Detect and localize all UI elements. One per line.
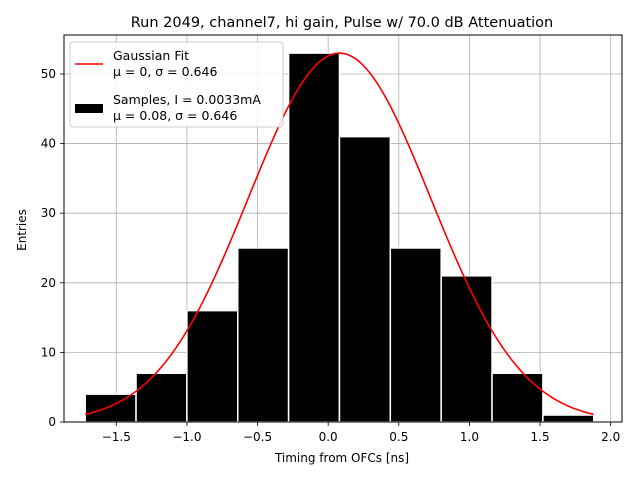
chart-title: Run 2049, channel7, hi gain, Pulse w/ 70…: [131, 15, 554, 31]
histogram-bar: [84, 393, 137, 423]
x-tick-label: 1.0: [460, 430, 479, 444]
x-tick-label: −1.0: [172, 430, 201, 444]
x-tick-label: −1.5: [102, 430, 131, 444]
x-tick-label: 2.0: [601, 430, 620, 444]
x-axis-label: Timing from OFCs [ns]: [274, 451, 409, 465]
histogram-bar: [491, 372, 544, 423]
y-tick-label: 20: [41, 276, 56, 290]
y-axis-label: Entries: [15, 209, 29, 251]
legend-label: Gaussian Fit: [113, 48, 189, 63]
histogram-bar: [287, 52, 341, 423]
legend-label: Samples, I = 0.0033mA: [113, 92, 261, 107]
x-tick-label: −0.5: [243, 430, 272, 444]
histogram-bar: [186, 309, 239, 423]
y-tick-label: 30: [41, 206, 56, 220]
x-tick-label: 1.5: [531, 430, 550, 444]
legend-patch-swatch: [75, 104, 103, 113]
histogram-bars: [84, 52, 595, 423]
y-tick-label: 50: [41, 67, 56, 81]
gaussian-fit-line: [85, 52, 594, 416]
legend-stats: μ = 0.08, σ = 0.646: [113, 108, 237, 123]
legend-stats: μ = 0, σ = 0.646: [113, 64, 217, 79]
histogram-bar: [389, 247, 442, 423]
y-tick-label: 0: [48, 415, 56, 429]
axis-ticks: −1.5 −1.0 −0.5 0.0 0.5 1.0 1.5 2.0 0 10 20 30 40 50: [41, 67, 621, 444]
x-tick-label: 0.0: [319, 430, 338, 444]
histogram-bar: [338, 135, 392, 423]
histogram-bar: [135, 372, 188, 423]
histogram-bar: [542, 414, 595, 423]
plot-frame: [63, 34, 623, 423]
legend-box: [69, 41, 284, 128]
x-tick-label: 0.5: [389, 430, 408, 444]
histogram-bar: [440, 275, 493, 423]
y-tick-label: 40: [41, 137, 56, 151]
histogram-bar: [237, 247, 290, 423]
y-tick-label: 10: [41, 345, 56, 359]
gaussian-fit: [85, 52, 594, 416]
